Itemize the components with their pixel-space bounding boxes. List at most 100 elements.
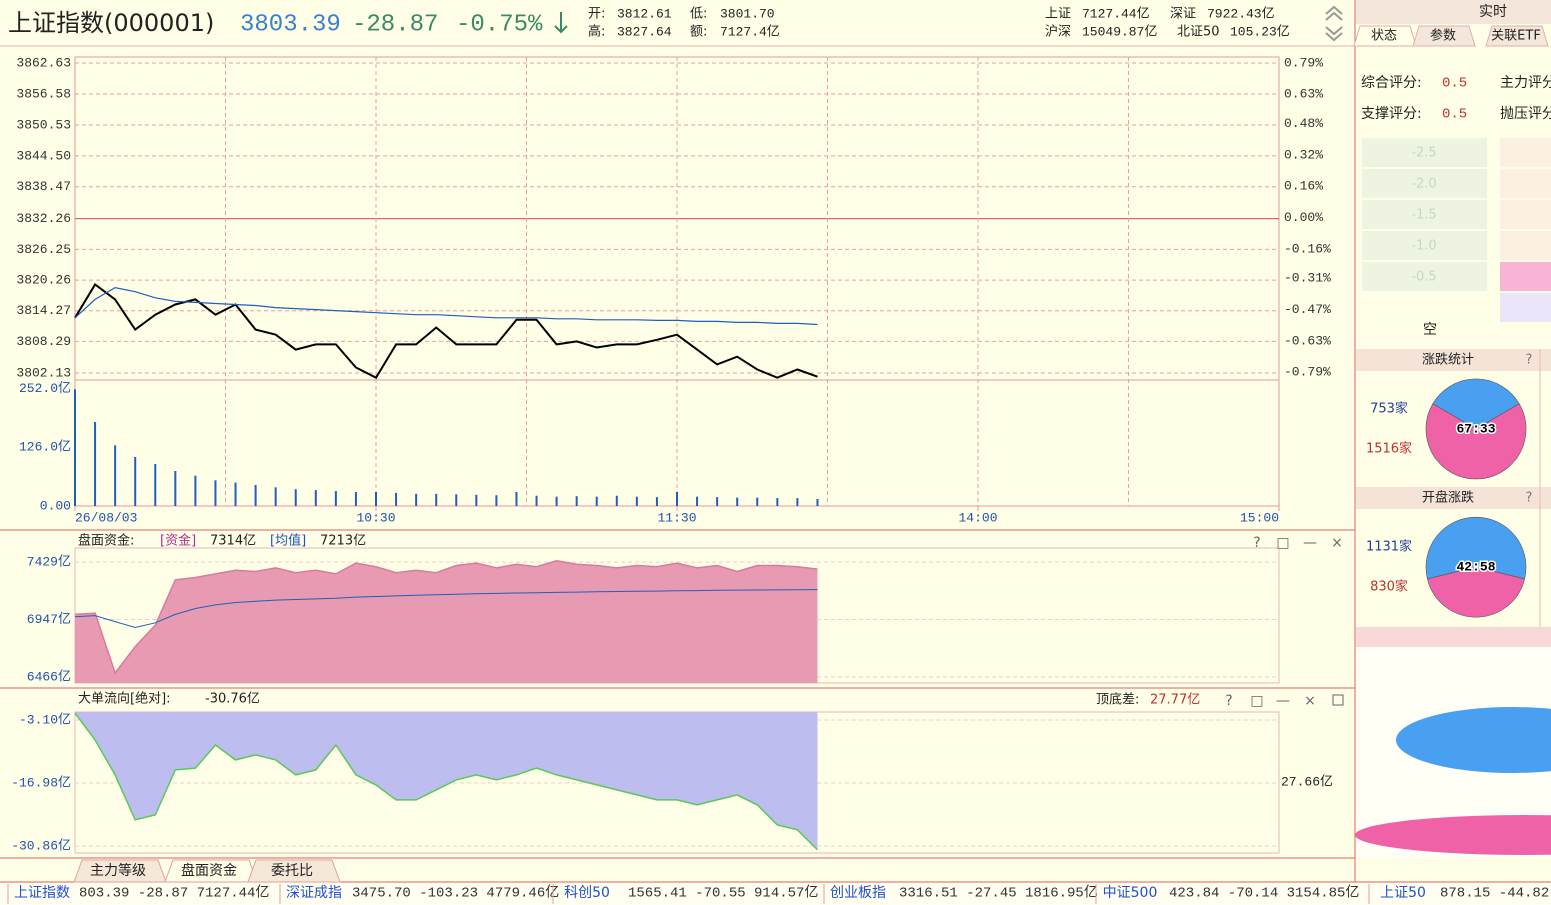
- scale-cell: [1500, 200, 1551, 229]
- score-label: 抛压评分: [1500, 106, 1551, 122]
- y2-tick-label: -0.79%: [1284, 365, 1331, 380]
- help-button[interactable]: ?: [1526, 491, 1533, 506]
- y2-tick-label: 0.32%: [1284, 147, 1323, 162]
- market-value: 105.23亿: [1230, 24, 1290, 39]
- index-change: -28.87: [352, 11, 438, 38]
- ticker-name[interactable]: 深证成指: [286, 885, 342, 901]
- y-tick-label: 3856.58: [16, 86, 71, 101]
- market-value: 7922.43亿: [1207, 6, 1275, 21]
- scale-cell: [1362, 231, 1487, 260]
- y-tick-label: 126.0亿: [19, 440, 71, 455]
- decoration: [1355, 815, 1551, 855]
- panel-readout: -30.76亿: [205, 692, 260, 707]
- tab[interactable]: [164, 859, 258, 883]
- amount-label: 额:: [690, 25, 707, 40]
- scale-cell: [1362, 138, 1487, 167]
- volume-bar: [74, 389, 76, 506]
- y2-tick-label: 0.48%: [1284, 116, 1323, 131]
- y-tick-label: 252.0亿: [19, 381, 71, 396]
- price-line: [74, 286, 818, 326]
- y-tick-label: 3844.50: [16, 148, 71, 163]
- spread-value: 27.77亿: [1150, 693, 1200, 708]
- panel-control[interactable]: —: [1303, 535, 1317, 551]
- volume-bar: [495, 495, 498, 506]
- volume-bar: [595, 496, 598, 506]
- panel-control[interactable]: □: [1276, 535, 1289, 551]
- volume-bar: [776, 498, 779, 506]
- volume-bar: [796, 498, 799, 506]
- panel-control[interactable]: —: [1276, 693, 1290, 709]
- panel-title: 涨跌统计: [1422, 352, 1474, 368]
- volume-bar: [114, 445, 117, 506]
- tab[interactable]: [1485, 25, 1549, 47]
- tab-label[interactable]: 主力等级: [90, 862, 146, 879]
- volume-bar: [475, 494, 478, 506]
- y2-tick-label: 0.00%: [1284, 210, 1323, 225]
- tab[interactable]: [247, 859, 341, 883]
- tab-label[interactable]: 委托比: [271, 863, 313, 879]
- panel-control[interactable]: ×: [1304, 693, 1316, 709]
- tab-label[interactable]: 关联ETF: [1491, 29, 1541, 44]
- scale-cell: [1362, 200, 1487, 229]
- market-name: 北证50: [1177, 25, 1220, 40]
- volume-bar: [736, 497, 739, 506]
- price-line: [74, 283, 818, 380]
- panel-control[interactable]: ?: [1225, 693, 1232, 709]
- volume-bar: [555, 496, 558, 506]
- ticker-name[interactable]: 创业板指: [830, 885, 886, 901]
- y-tick-label: 6466亿: [27, 669, 71, 684]
- panel-control[interactable]: ?: [1253, 535, 1260, 551]
- volume-bar: [254, 484, 257, 506]
- low-value: 3801.70: [720, 6, 775, 21]
- ticker-bar: [0, 883, 1551, 905]
- help-button[interactable]: ?: [1526, 353, 1533, 368]
- high-label: 高:: [588, 24, 605, 40]
- amount-value: 7127.4亿: [720, 24, 780, 39]
- y-tick-label: 3808.29: [16, 334, 71, 349]
- y-tick-label: -3.10亿: [19, 712, 71, 727]
- tab-label[interactable]: 参数: [1430, 28, 1456, 44]
- ticker-values: 423.84 -70.14 3154.85亿: [1169, 885, 1359, 902]
- tab-label[interactable]: 盘面资金: [181, 862, 237, 879]
- volume-bar: [676, 491, 678, 506]
- high-value: 3827.64: [617, 24, 672, 39]
- ticker-name[interactable]: 中证500: [1103, 885, 1158, 901]
- legend-readout: 7314亿: [210, 534, 256, 549]
- tab[interactable]: [1353, 25, 1417, 47]
- volume-bar: [635, 496, 638, 506]
- low-label: 低:: [690, 7, 707, 22]
- collapse-icon[interactable]: [1325, 5, 1343, 42]
- score-value: 0.5: [1442, 76, 1467, 92]
- tab[interactable]: [73, 859, 167, 883]
- index-pct: -0.75%: [456, 11, 543, 38]
- y-tick-label: 6947亿: [27, 612, 71, 627]
- scale-label: -0.5: [1411, 270, 1436, 285]
- y2-tick-label: -0.31%: [1284, 271, 1331, 286]
- panel-control[interactable]: □: [1250, 693, 1263, 709]
- volume-bar: [395, 492, 398, 506]
- ticker-name[interactable]: 上证指数: [14, 885, 70, 901]
- score-label: 综合评分:: [1361, 75, 1422, 91]
- open-label: 开:: [588, 7, 605, 22]
- volume-bar: [294, 489, 297, 506]
- y-tick-label: 7429亿: [27, 555, 71, 570]
- panel-control[interactable]: [1332, 694, 1344, 706]
- y2-tick-label: 0.63%: [1284, 87, 1323, 102]
- ticker-values: 3316.51 -27.45 1816.95亿: [899, 885, 1098, 902]
- volume-bar: [134, 456, 137, 506]
- panel-control[interactable]: ×: [1331, 535, 1343, 551]
- side-label: 27.66亿: [1281, 774, 1333, 789]
- volume-bar: [716, 497, 719, 506]
- y-tick-label: 3832.26: [16, 211, 71, 226]
- pie-value-label: 753家: [1370, 401, 1408, 417]
- tab[interactable]: [1412, 25, 1476, 47]
- volume-bar: [816, 498, 819, 506]
- ticker-name[interactable]: 上证50: [1380, 885, 1426, 901]
- panel-header: [1356, 0, 1551, 24]
- x-tick-label: 10:30: [356, 510, 395, 525]
- ticker-name[interactable]: 科创50: [564, 885, 610, 901]
- volume-bar: [615, 495, 618, 506]
- tab-label[interactable]: 状态: [1371, 29, 1397, 44]
